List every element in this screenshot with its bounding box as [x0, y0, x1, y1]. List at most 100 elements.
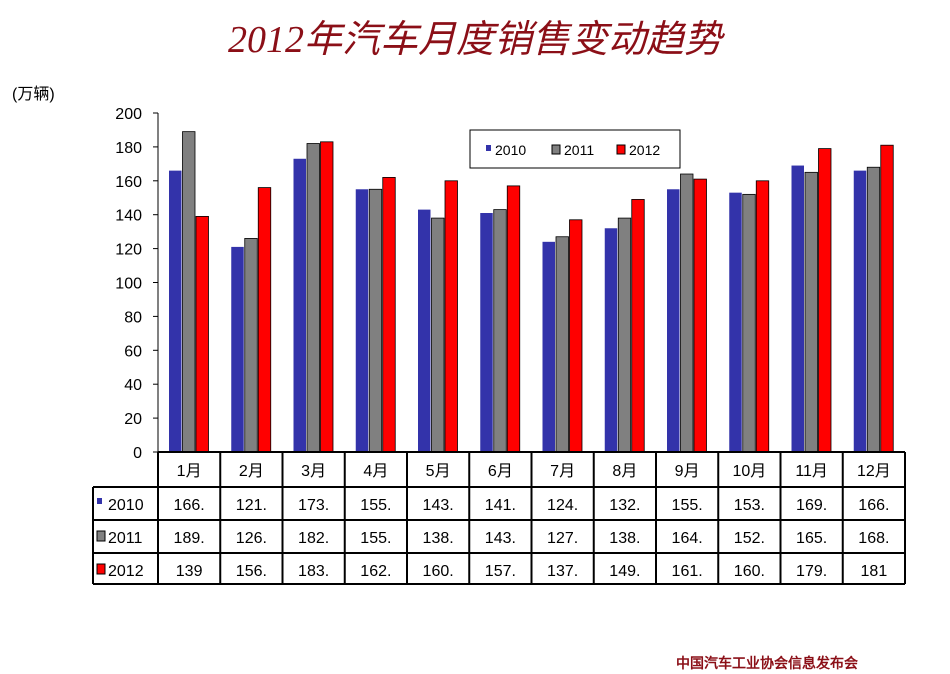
legend-label-2012: 2012: [629, 142, 660, 158]
table-cell-value: 157.: [485, 563, 516, 580]
table-cell-value: 161.: [672, 563, 703, 580]
x-category-label: 1月: [177, 463, 202, 480]
x-category-label: 8月: [612, 463, 637, 480]
table-cell-value: 149.: [609, 563, 640, 580]
x-category-label: 3月: [301, 463, 326, 480]
x-category-label: 5月: [426, 463, 451, 480]
bar-2011-4: [368, 188, 383, 453]
bar-2011-10: [742, 193, 756, 453]
bar-2010-5: [418, 209, 431, 452]
table-cell-value: 179.: [796, 563, 827, 580]
x-category-label: 4月: [363, 463, 388, 480]
table-cell-value: 152.: [734, 530, 765, 547]
bar-2010-3: [293, 158, 306, 452]
table-cell-value: 181: [861, 563, 888, 580]
bar-2012-11: [818, 148, 832, 453]
table-cell-value: 160.: [423, 563, 454, 580]
table-legend-swatch-2012: [96, 563, 106, 575]
bar-2010-2: [231, 246, 244, 452]
bar-2010-12: [853, 170, 867, 452]
table-cell-value: 165.: [796, 530, 827, 547]
table-cell-value: 132.: [609, 497, 640, 514]
table-series-label: 2010: [108, 497, 144, 514]
table-cell-value: 127.: [547, 530, 578, 547]
table-cell-value: 143.: [423, 497, 454, 514]
footer-source: 中国汽车工业协会信息发布会: [676, 655, 858, 671]
bar-2010-10: [729, 192, 742, 453]
table-cell-value: 138.: [423, 530, 454, 547]
table-cell-value: 121.: [236, 497, 267, 514]
bar-2012-9: [693, 178, 707, 453]
table-cell-value: 156.: [236, 563, 267, 580]
y-tick-label: 120: [115, 242, 142, 259]
bar-2012-1: [195, 215, 209, 453]
chart-title: 2012年汽车月度销售变动趋势: [227, 19, 722, 61]
x-category-label: 7月: [550, 463, 575, 480]
bar-2012-10: [755, 180, 770, 453]
table-cell-value: 153.: [734, 497, 765, 514]
table-cell-value: 139: [176, 563, 203, 580]
bar-2011-6: [493, 209, 507, 453]
bar-2012-3: [320, 141, 334, 453]
bar-2010-8: [604, 228, 618, 452]
x-category-label: 6月: [488, 463, 513, 480]
table-cell-value: 141.: [485, 497, 516, 514]
bar-2012-5: [444, 180, 458, 453]
bar-2011-3: [306, 143, 320, 453]
y-tick-label: 20: [124, 411, 142, 428]
bar-2011-5: [431, 217, 445, 453]
table-cell-value: 155.: [672, 497, 703, 514]
bar-2010-1: [169, 170, 182, 452]
y-tick-label: 60: [124, 343, 142, 360]
table-cell-value: 183.: [298, 563, 329, 580]
bar-2012-8: [631, 199, 645, 453]
table-cell-value: 166.: [858, 497, 889, 514]
table-cell-value: 169.: [796, 497, 827, 514]
table-cell-value: 124.: [547, 497, 578, 514]
bar-2010-7: [542, 241, 555, 452]
table-cell-value: 162.: [360, 563, 391, 580]
y-tick-label: 100: [115, 276, 142, 293]
table-cell-value: 137.: [547, 563, 578, 580]
legend-swatch-2010: [486, 145, 491, 151]
table-cell-value: 138.: [609, 530, 640, 547]
legend-label-2011: 2011: [564, 142, 594, 158]
bar-2011-12: [866, 166, 881, 453]
bar-2011-7: [555, 236, 569, 453]
y-tick-label: 180: [115, 140, 142, 157]
table-cell-value: 182.: [298, 530, 329, 547]
table-cell-value: 173.: [298, 497, 329, 514]
y-tick-label: 140: [115, 208, 142, 225]
bar-2012-4: [382, 177, 396, 453]
y-tick-label: 0: [133, 445, 142, 462]
bar-2010-9: [667, 189, 680, 452]
bar-2012-2: [257, 187, 272, 453]
table-series-label: 2011: [108, 530, 143, 547]
x-category-label: 9月: [675, 463, 700, 480]
table-cell-value: 168.: [858, 530, 889, 547]
x-category-label: 11月: [795, 463, 828, 480]
bar-2010-11: [791, 165, 804, 453]
x-category-label: 2月: [239, 463, 264, 480]
table-series-label: 2012: [108, 563, 144, 580]
bar-2012-7: [569, 219, 583, 453]
table-cell-value: 155.: [360, 530, 391, 547]
bar-2010-4: [355, 189, 369, 452]
bar-2011-11: [804, 171, 818, 453]
table-legend-swatch-2010: [97, 498, 102, 504]
x-category-label: 12月: [857, 463, 891, 480]
table-cell-value: 126.: [236, 530, 267, 547]
bar-2011-9: [680, 173, 694, 453]
y-tick-label: 40: [124, 377, 142, 394]
legend-label-2010: 2010: [495, 142, 526, 158]
bar-2011-8: [617, 217, 632, 453]
legend-box: [469, 129, 681, 169]
table-legend-swatch-2011: [96, 530, 106, 542]
x-category-label: 10月: [732, 463, 766, 480]
table-cell-value: 155.: [360, 497, 391, 514]
bar-2012-12: [880, 144, 894, 453]
table-cell-value: 189.: [174, 530, 205, 547]
legend-swatch-2011: [551, 144, 561, 155]
table-cell-value: 164.: [672, 530, 703, 547]
